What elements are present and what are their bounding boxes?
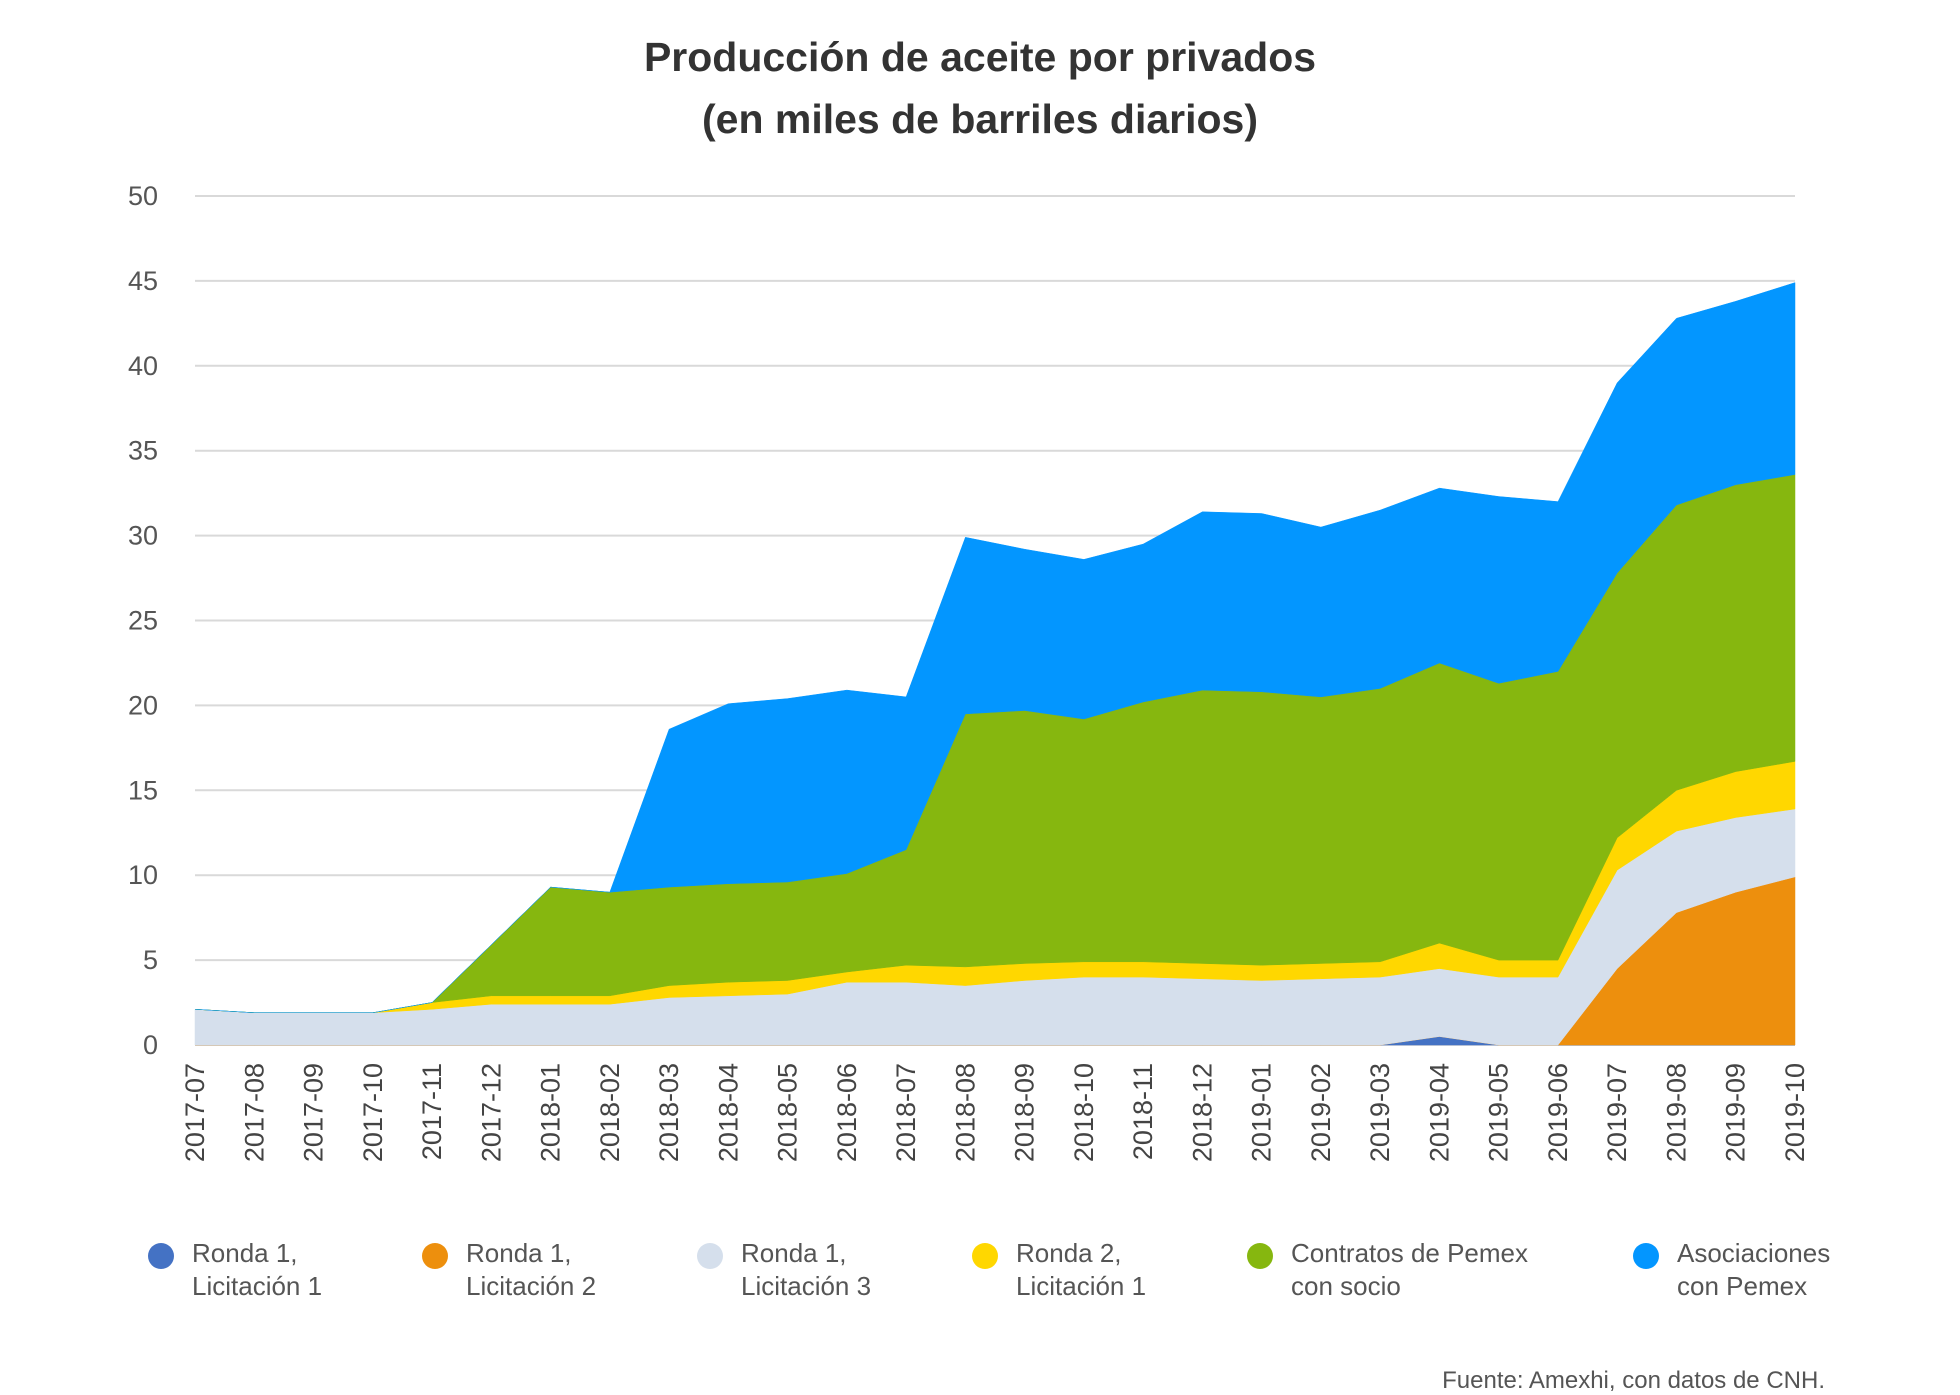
legend-item-1: Ronda 1, Licitación 1	[148, 1237, 322, 1303]
y-tick-label: 30	[128, 521, 158, 551]
legend-item-5: Contratos de Pemex con socio	[1247, 1237, 1528, 1303]
x-tick-label: 2018-04	[713, 1063, 743, 1162]
x-tick-label: 2019-02	[1306, 1063, 1336, 1162]
y-tick-label: 35	[128, 436, 158, 466]
legend-item-4: Ronda 2, Licitación 1	[972, 1237, 1146, 1303]
x-tick-label: 2019-06	[1543, 1063, 1573, 1162]
x-tick-label: 2018-07	[891, 1063, 921, 1162]
x-tick-label: 2019-10	[1780, 1063, 1810, 1162]
y-tick-label: 45	[128, 266, 158, 296]
x-tick-label: 2017-12	[476, 1063, 506, 1162]
legend-label-line: con Pemex	[1677, 1271, 1808, 1301]
y-tick-label: 10	[128, 860, 158, 890]
area-series-6	[194, 282, 1796, 1013]
legend-label-line: Licitación 1	[1016, 1271, 1147, 1301]
x-tick-label: 2018-09	[1010, 1063, 1040, 1162]
x-tick-label: 2017-10	[358, 1063, 388, 1162]
y-axis-tick-labels: 0 5 10 15 20 25 30 35 40 45 50	[128, 181, 158, 1060]
legend-label-line: Licitación 1	[192, 1271, 323, 1301]
x-tick-label: 2018-08	[950, 1063, 980, 1162]
legend-item-3: Ronda 1, Licitación 3	[697, 1237, 871, 1303]
legend-label-line: Licitación 2	[466, 1271, 597, 1301]
x-tick-label: 2018-11	[1128, 1063, 1158, 1160]
chart-title-line-1: Producción de aceite por privados	[643, 34, 1317, 80]
x-axis-tick-labels: 2017-07 2017-08 2017-09 2017-10 2017-11 2017-…	[180, 1063, 1810, 1162]
y-tick-label: 50	[128, 181, 158, 211]
source-note: Fuente: Amexhi, con datos de CNH.	[1442, 1367, 1825, 1394]
x-tick-label: 2018-06	[832, 1063, 862, 1162]
legend-label-line: Ronda 1,	[192, 1238, 298, 1268]
x-tick-label: 2018-03	[654, 1063, 684, 1162]
legend-label-line: Contratos de Pemex	[1291, 1238, 1529, 1268]
x-tick-label: 2019-08	[1661, 1063, 1691, 1162]
y-tick-label: 20	[128, 690, 158, 720]
legend-label-line: Ronda 2,	[1016, 1238, 1122, 1268]
legend-item-2: Ronda 1, Licitación 2	[422, 1237, 596, 1303]
x-tick-label: 2017-09	[299, 1063, 329, 1162]
legend-label-line: Licitación 3	[741, 1271, 872, 1301]
x-tick-label: 2018-10	[1069, 1063, 1099, 1162]
legend-swatch-icon	[1247, 1243, 1273, 1269]
y-tick-label: 25	[128, 606, 158, 636]
x-tick-label: 2018-01	[536, 1063, 566, 1162]
x-tick-label: 2017-07	[180, 1063, 210, 1162]
x-tick-label: 2019-03	[1365, 1063, 1395, 1162]
x-tick-label: 2019-04	[1424, 1063, 1454, 1162]
legend-label: Ronda 1, Licitación 2	[466, 1237, 596, 1303]
y-tick-label: 40	[128, 351, 158, 381]
legend-swatch-icon	[148, 1243, 174, 1269]
legend-label-line: Asociaciones	[1677, 1238, 1831, 1268]
x-tick-label: 2017-11	[417, 1063, 447, 1160]
legend-item-6: Asociaciones con Pemex	[1633, 1237, 1830, 1303]
x-tick-label: 2019-07	[1602, 1063, 1632, 1162]
area-series-group	[194, 282, 1796, 1046]
legend-label: Ronda 2, Licitación 1	[1016, 1237, 1146, 1303]
legend-label: Contratos de Pemex con socio	[1291, 1237, 1528, 1303]
legend-label: Ronda 1, Licitación 1	[192, 1237, 322, 1303]
legend: Ronda 1, Licitación 1 Ronda 1, Licitación 2…	[0, 1237, 1960, 1317]
y-tick-label: 5	[143, 945, 158, 975]
x-tick-label: 2017-08	[239, 1063, 269, 1162]
y-tick-label: 15	[128, 775, 158, 805]
legend-label: Asociaciones con Pemex	[1677, 1237, 1830, 1303]
x-tick-label: 2019-05	[1484, 1063, 1514, 1162]
y-tick-label: 0	[143, 1030, 158, 1060]
legend-label: Ronda 1, Licitación 3	[741, 1237, 871, 1303]
chart-title-line-2: (en miles de barriles diarios)	[702, 96, 1258, 142]
x-tick-label: 2018-05	[773, 1063, 803, 1162]
legend-label-line: Ronda 1,	[741, 1238, 847, 1268]
legend-swatch-icon	[1633, 1243, 1659, 1269]
legend-label-line: con socio	[1291, 1271, 1401, 1301]
x-tick-label: 2018-12	[1187, 1063, 1217, 1162]
legend-swatch-icon	[972, 1243, 998, 1269]
legend-swatch-icon	[697, 1243, 723, 1269]
chart-title: Producción de aceite por privados (en mi…	[0, 26, 1960, 150]
x-tick-label: 2019-01	[1247, 1063, 1277, 1162]
legend-label-line: Ronda 1,	[466, 1238, 572, 1268]
legend-swatch-icon	[422, 1243, 448, 1269]
x-tick-label: 2018-02	[595, 1063, 625, 1162]
x-tick-label: 2019-09	[1721, 1063, 1751, 1162]
